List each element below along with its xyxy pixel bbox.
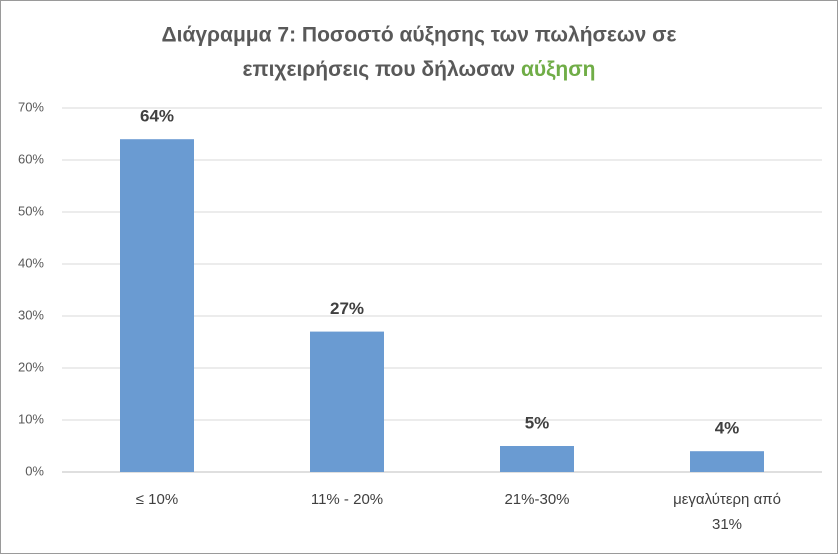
chart-title: Διάγραμμα 7: Ποσοστό αύξησης των πωλήσεω…: [162, 24, 677, 47]
y-tick-label: 70%: [18, 99, 44, 114]
x-tick-label: 21%-30%: [504, 491, 569, 508]
data-label: 64%: [140, 107, 174, 126]
y-tick-label: 30%: [18, 307, 44, 322]
y-tick-label: 10%: [18, 411, 44, 426]
bar: [120, 139, 194, 472]
y-tick-label: 50%: [18, 203, 44, 218]
bar: [690, 451, 764, 472]
x-tick-label: ≤ 10%: [136, 491, 178, 508]
chart-title-highlight: αύξηση: [521, 58, 596, 81]
data-label: 27%: [330, 299, 364, 318]
y-tick-label: 20%: [18, 359, 44, 374]
data-label: 5%: [525, 413, 550, 432]
y-tick-label: 40%: [18, 255, 44, 270]
y-tick-label: 0%: [25, 463, 44, 478]
chart-title: επιχειρήσεις που δήλωσαν αύξηση: [243, 58, 596, 81]
bar: [310, 331, 384, 472]
bar: [500, 446, 574, 472]
x-tick-label: μεγαλύτερη από 31%: [673, 491, 781, 533]
data-label: 4%: [715, 419, 740, 438]
y-tick-label: 60%: [18, 151, 44, 166]
x-tick-label: 11% - 20%: [311, 491, 383, 508]
chart-title-part: επιχειρήσεις που δήλωσαν: [243, 58, 516, 81]
